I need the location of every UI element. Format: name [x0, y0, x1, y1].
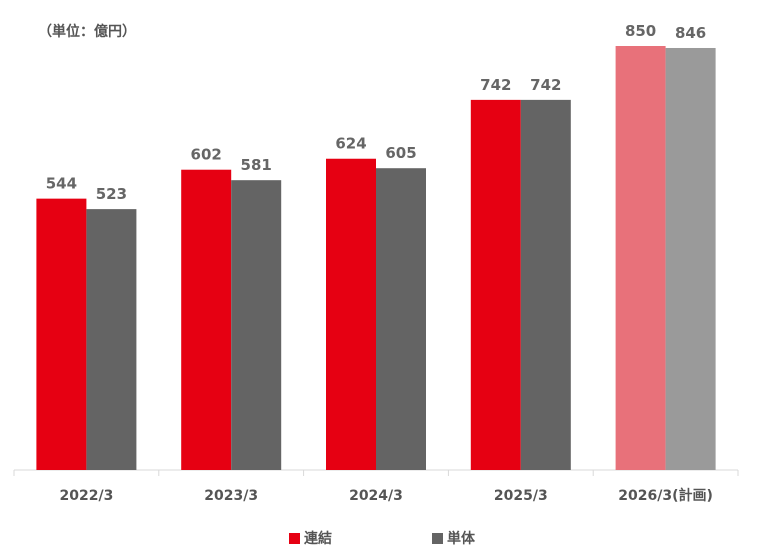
data-label: 850: [625, 22, 656, 40]
x-tick-label: 2026/3(計画): [618, 487, 713, 504]
bar-standalone: [520, 99, 571, 471]
bar-standalone: [231, 180, 282, 470]
bar-consolidated: [470, 99, 521, 471]
legend-swatch-standalone: [432, 532, 443, 544]
data-label: 602: [191, 146, 222, 164]
data-label: 544: [46, 175, 77, 193]
legend-item-standalone: 単体: [432, 528, 475, 548]
x-tick-label: 2025/3: [494, 488, 548, 504]
legend-label-standalone: 単体: [447, 531, 475, 547]
legend-label-consolidated: 連結: [304, 531, 332, 547]
bar-consolidated: [36, 198, 87, 470]
data-label: 523: [96, 185, 127, 203]
legend-swatch-consolidated: [289, 532, 300, 544]
x-tick-label: 2023/3: [204, 488, 258, 504]
bar-consolidated: [326, 158, 376, 470]
legend-item-consolidated: 連結: [289, 528, 332, 548]
bar-standalone: [376, 168, 426, 470]
x-tick-label: 2022/3: [59, 488, 113, 504]
bar-chart: 544 523 2022/3 602 581 2023/3 624 605 2024/3 742 7…: [13, 22, 739, 504]
data-label: 846: [675, 24, 706, 42]
bar-consolidated: [615, 46, 666, 470]
bar-standalone: [665, 47, 716, 470]
data-label: 624: [335, 135, 366, 153]
x-tick-label: 2024/3: [349, 488, 403, 504]
unit-label: （単位：億円）: [38, 24, 136, 40]
bar-consolidated: [181, 169, 232, 470]
bar-standalone: [86, 209, 137, 470]
data-label: 742: [530, 76, 561, 94]
data-label: 605: [385, 144, 416, 162]
data-label: 742: [480, 76, 511, 94]
data-label: 581: [241, 156, 272, 174]
